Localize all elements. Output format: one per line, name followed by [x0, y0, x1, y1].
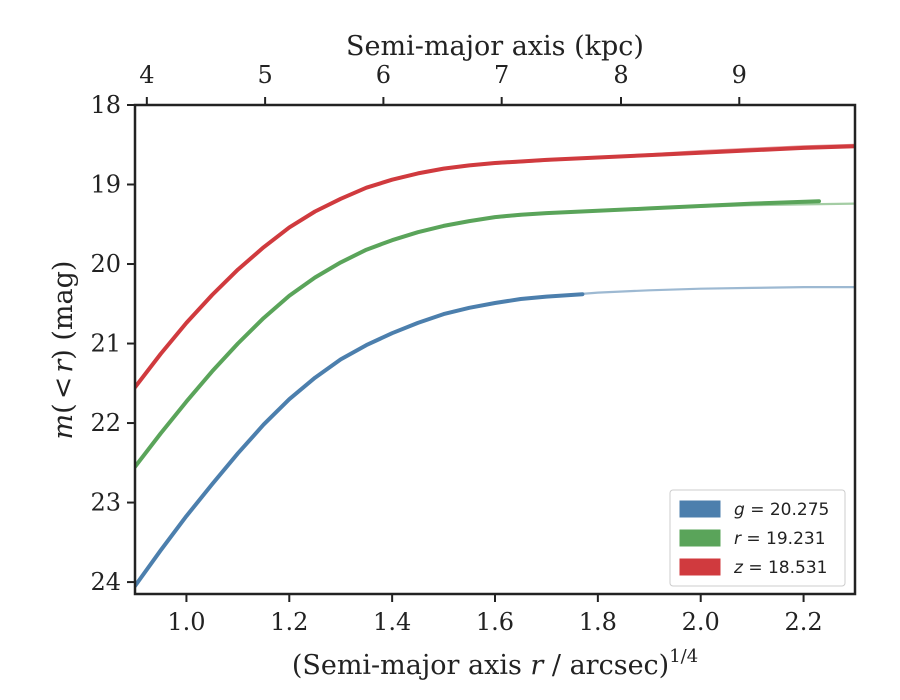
- top-tick-label: 8: [613, 61, 628, 89]
- x-tick-label: 2.0: [682, 608, 720, 636]
- y-axis-title: m( < r) (mag): [48, 261, 79, 440]
- y-tick-label: 21: [90, 330, 121, 358]
- x-axis-title-var: r: [530, 650, 545, 681]
- y-tick-label: 22: [90, 409, 121, 437]
- legend-label-value: = 20.275: [750, 500, 829, 520]
- y-tick-label: 19: [90, 171, 121, 199]
- legend-swatch-r: [679, 529, 721, 547]
- y-axis-title-close: ) (mag): [48, 261, 79, 360]
- x-tick-label: 2.2: [784, 608, 822, 636]
- top-tick-label: 5: [257, 61, 272, 89]
- series-r-line: [135, 199, 821, 469]
- ticks-layer: [127, 97, 805, 602]
- x-tick-label: 1.2: [270, 608, 308, 636]
- tick-labels-layer: 1.0 1.2 1.4 1.6 1.8 2.0 2.2 18 19 20 21 22 23 24 4 5 6 7 8…: [90, 61, 822, 636]
- x-tick-label: 1.0: [167, 608, 205, 636]
- x-tick-label: 1.8: [579, 608, 617, 636]
- top-tick-label: 6: [376, 61, 391, 89]
- y-axis-title-r: r: [48, 358, 79, 373]
- y-tick-label: 23: [90, 489, 121, 517]
- y-axis-title-open: (: [48, 403, 79, 414]
- legend-label-value: = 18.531: [748, 558, 827, 578]
- x-axis-title-exponent: 1/4: [669, 646, 698, 667]
- x-tick-label: 1.4: [373, 608, 411, 636]
- y-tick-label: 24: [90, 568, 121, 596]
- x-axis-title-prefix: (Semi-major axis: [292, 650, 531, 681]
- top-tick-label: 7: [494, 61, 509, 89]
- legend-label-value: = 19.231: [746, 529, 825, 549]
- legend-label-r: r = 19.231: [734, 529, 826, 549]
- x-tick-label: 1.6: [476, 608, 514, 636]
- x-axis-title: (Semi-major axis r / arcsec)1/4: [292, 646, 698, 681]
- series-g-line: [135, 292, 585, 588]
- legend-label-var: z: [733, 558, 748, 578]
- y-axis-title-lt: <: [48, 377, 79, 400]
- legend-swatch-z: [679, 558, 721, 576]
- legend-label-var: r: [734, 529, 746, 549]
- series-z-line: [135, 144, 855, 390]
- legend-label-z: z = 18.531: [733, 558, 827, 578]
- x-axis-title-suffix: / arcsec): [543, 650, 669, 681]
- y-axis-title-m: m: [48, 414, 79, 440]
- legend-swatch-g: [679, 500, 721, 518]
- y-tick-label: 18: [90, 91, 121, 119]
- y-tick-label: 20: [90, 250, 121, 278]
- curves-layer: [135, 143, 855, 588]
- legend-label-g: g = 20.275: [734, 500, 829, 520]
- top-tick-label: 9: [732, 61, 747, 89]
- top-axis-title: Semi-major axis (kpc): [346, 31, 644, 62]
- top-tick-label: 4: [139, 61, 154, 89]
- legend-label-var: g: [734, 500, 750, 520]
